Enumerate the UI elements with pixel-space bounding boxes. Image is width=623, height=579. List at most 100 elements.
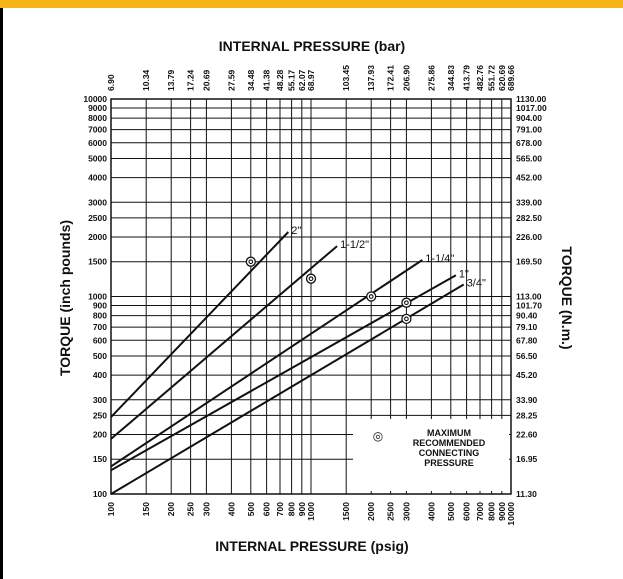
y-tick-label-nm: 565.00 — [516, 154, 542, 164]
series-lines: 2" 1-1/2" 1-1/4" 1"3/4" — [110, 225, 486, 495]
y-tick-label-nm: 113.00 — [516, 292, 542, 302]
x-tick-label-psig: 400 — [226, 502, 236, 516]
y-tick-label-inlb: 1000 — [88, 292, 107, 302]
x-tick-label-psig: 500 — [246, 502, 256, 516]
y-tick-label-nm: 16.95 — [516, 454, 538, 464]
y-tick-label-inlb: 200 — [93, 430, 107, 440]
x-tick-label-bar: 413.79 — [462, 65, 472, 91]
y-tick-label-nm: 45.20 — [516, 370, 538, 380]
max-point-marker — [401, 297, 412, 308]
y-tick-label-nm: 452.00 — [516, 173, 542, 183]
left-border — [0, 8, 3, 579]
x-tick-label-psig: 100 — [106, 502, 116, 516]
y-tick-label-nm: 67.80 — [516, 335, 538, 345]
y-tick-label-inlb: 500 — [93, 351, 107, 361]
plot-frame — [110, 98, 512, 495]
x-tick-label-bar: 20.69 — [201, 69, 211, 91]
x-tick-label-psig: 5000 — [446, 502, 456, 521]
y-tick-label-inlb: 7000 — [88, 125, 107, 135]
y-tick-label-inlb: 250 — [93, 410, 107, 420]
y-tick-label-nm: 90.40 — [516, 311, 538, 321]
x-tick-label-bar: 103.45 — [341, 65, 351, 91]
y-tick-label-nm: 226.00 — [516, 232, 542, 242]
x-tick-label-bar: 344.83 — [446, 65, 456, 91]
x-tick-label-psig: 1000 — [306, 502, 316, 521]
y-tick-label-inlb: 2000 — [88, 232, 107, 242]
x-tick-label-bar: 6.90 — [106, 74, 116, 91]
max-point-marker — [305, 273, 317, 284]
x-tick-label-bar: 17.24 — [186, 69, 196, 91]
y-tick-label-inlb: 10000 — [83, 94, 107, 104]
legend-line-4: PRESSURE — [424, 458, 474, 468]
x-tick-label-bar: 13.79 — [166, 69, 176, 91]
y-tick-label-inlb: 5000 — [88, 154, 107, 164]
x-tick-label-bar: 41.38 — [262, 69, 272, 91]
y-tick-label-nm: 678.00 — [516, 138, 542, 148]
x-tick-label-psig: 300 — [201, 502, 211, 516]
x-tick-label-psig: 2000 — [366, 502, 376, 521]
legend-box — [353, 419, 509, 491]
y-tick-label-inlb: 2500 — [88, 213, 107, 223]
x-tick-label-bar: 689.66 — [506, 65, 516, 91]
y-tick-label-nm: 904.00 — [516, 113, 542, 123]
max-point-marker — [366, 291, 377, 302]
left-axis-title: TORQUE (inch pounds) — [57, 220, 73, 376]
y-tick-label-inlb: 150 — [93, 454, 107, 464]
max-point-marker-inner — [368, 294, 374, 299]
y-tick-label-nm: 101.70 — [516, 301, 542, 311]
series-line — [110, 231, 290, 418]
y-tick-label-nm: 1017.00 — [516, 103, 547, 113]
max-point-marker — [401, 313, 412, 325]
x-tick-label-bar: 10.34 — [141, 69, 151, 91]
x-tick-label-bar: 551.72 — [487, 65, 497, 91]
x-tick-label-bar: 68.97 — [306, 69, 316, 91]
y-tick-label-inlb: 800 — [93, 311, 107, 321]
y-tick-label-inlb: 300 — [93, 395, 107, 405]
y-tick-label-nm: 79.10 — [516, 322, 538, 332]
y-tick-label-inlb: 700 — [93, 322, 107, 332]
series-label: 3/4" — [467, 278, 486, 290]
y-tick-label-inlb: 4000 — [88, 173, 107, 183]
x-tick-label-psig: 200 — [166, 502, 176, 516]
y-tick-label-inlb: 100 — [93, 489, 107, 499]
max-point-marker-inner — [248, 259, 254, 265]
x-tick-label-psig: 8000 — [487, 502, 497, 521]
x-tick-label-psig: 10000 — [506, 502, 516, 526]
y-tick-label-inlb: 400 — [93, 370, 107, 380]
legend: ◎ MAXIMUM RECOMMENDED CONNECTING PRESSUR… — [353, 419, 509, 491]
tick-labels: 100 6.90 150 10.34 200 13.79 250 17.24 300 20.69 4… — [83, 65, 547, 526]
y-tick-label-nm: 11.30 — [516, 489, 537, 499]
x-tick-label-psig: 9000 — [497, 502, 507, 521]
x-tick-label-bar: 206.90 — [401, 65, 411, 91]
legend-symbol: ◎ — [373, 429, 383, 443]
x-tick-label-psig: 250 — [186, 502, 196, 516]
x-tick-label-bar: 27.59 — [226, 69, 236, 91]
y-tick-label-inlb: 8000 — [88, 113, 107, 123]
series-label: 1" — [459, 268, 469, 280]
y-tick-label-nm: 169.50 — [516, 257, 542, 267]
y-tick-label-inlb: 600 — [93, 335, 107, 345]
legend-line-2: RECOMMENDED — [413, 438, 486, 448]
series-label: 2" — [291, 225, 301, 237]
series-label: 1-1/2" — [340, 239, 369, 251]
y-tick-label-nm: 791.00 — [516, 125, 542, 135]
x-tick-label-bar: 62.07 — [297, 69, 307, 91]
top-axis-title: INTERNAL PRESSURE (bar) — [219, 38, 405, 54]
series-line — [110, 245, 338, 440]
x-tick-label-psig: 6000 — [462, 502, 472, 521]
y-tick-label-nm: 282.50 — [516, 213, 542, 223]
y-tick-label-nm: 22.60 — [516, 430, 538, 440]
y-tick-label-nm: 28.25 — [516, 410, 538, 420]
right-axis-title: TORQUE (N.m.) — [559, 246, 575, 349]
y-tick-label-nm: 339.00 — [516, 197, 542, 207]
accent-bar — [0, 0, 623, 8]
legend-line-1: MAXIMUM — [427, 428, 471, 438]
x-tick-label-bar: 34.48 — [246, 69, 256, 91]
x-tick-label-bar: 620.69 — [497, 65, 507, 91]
x-tick-label-bar: 482.76 — [475, 65, 485, 91]
x-tick-label-psig: 150 — [141, 502, 151, 516]
series-label: 1-1/4" — [425, 253, 454, 265]
x-tick-label-psig: 4000 — [426, 502, 436, 521]
series-line — [110, 274, 457, 472]
